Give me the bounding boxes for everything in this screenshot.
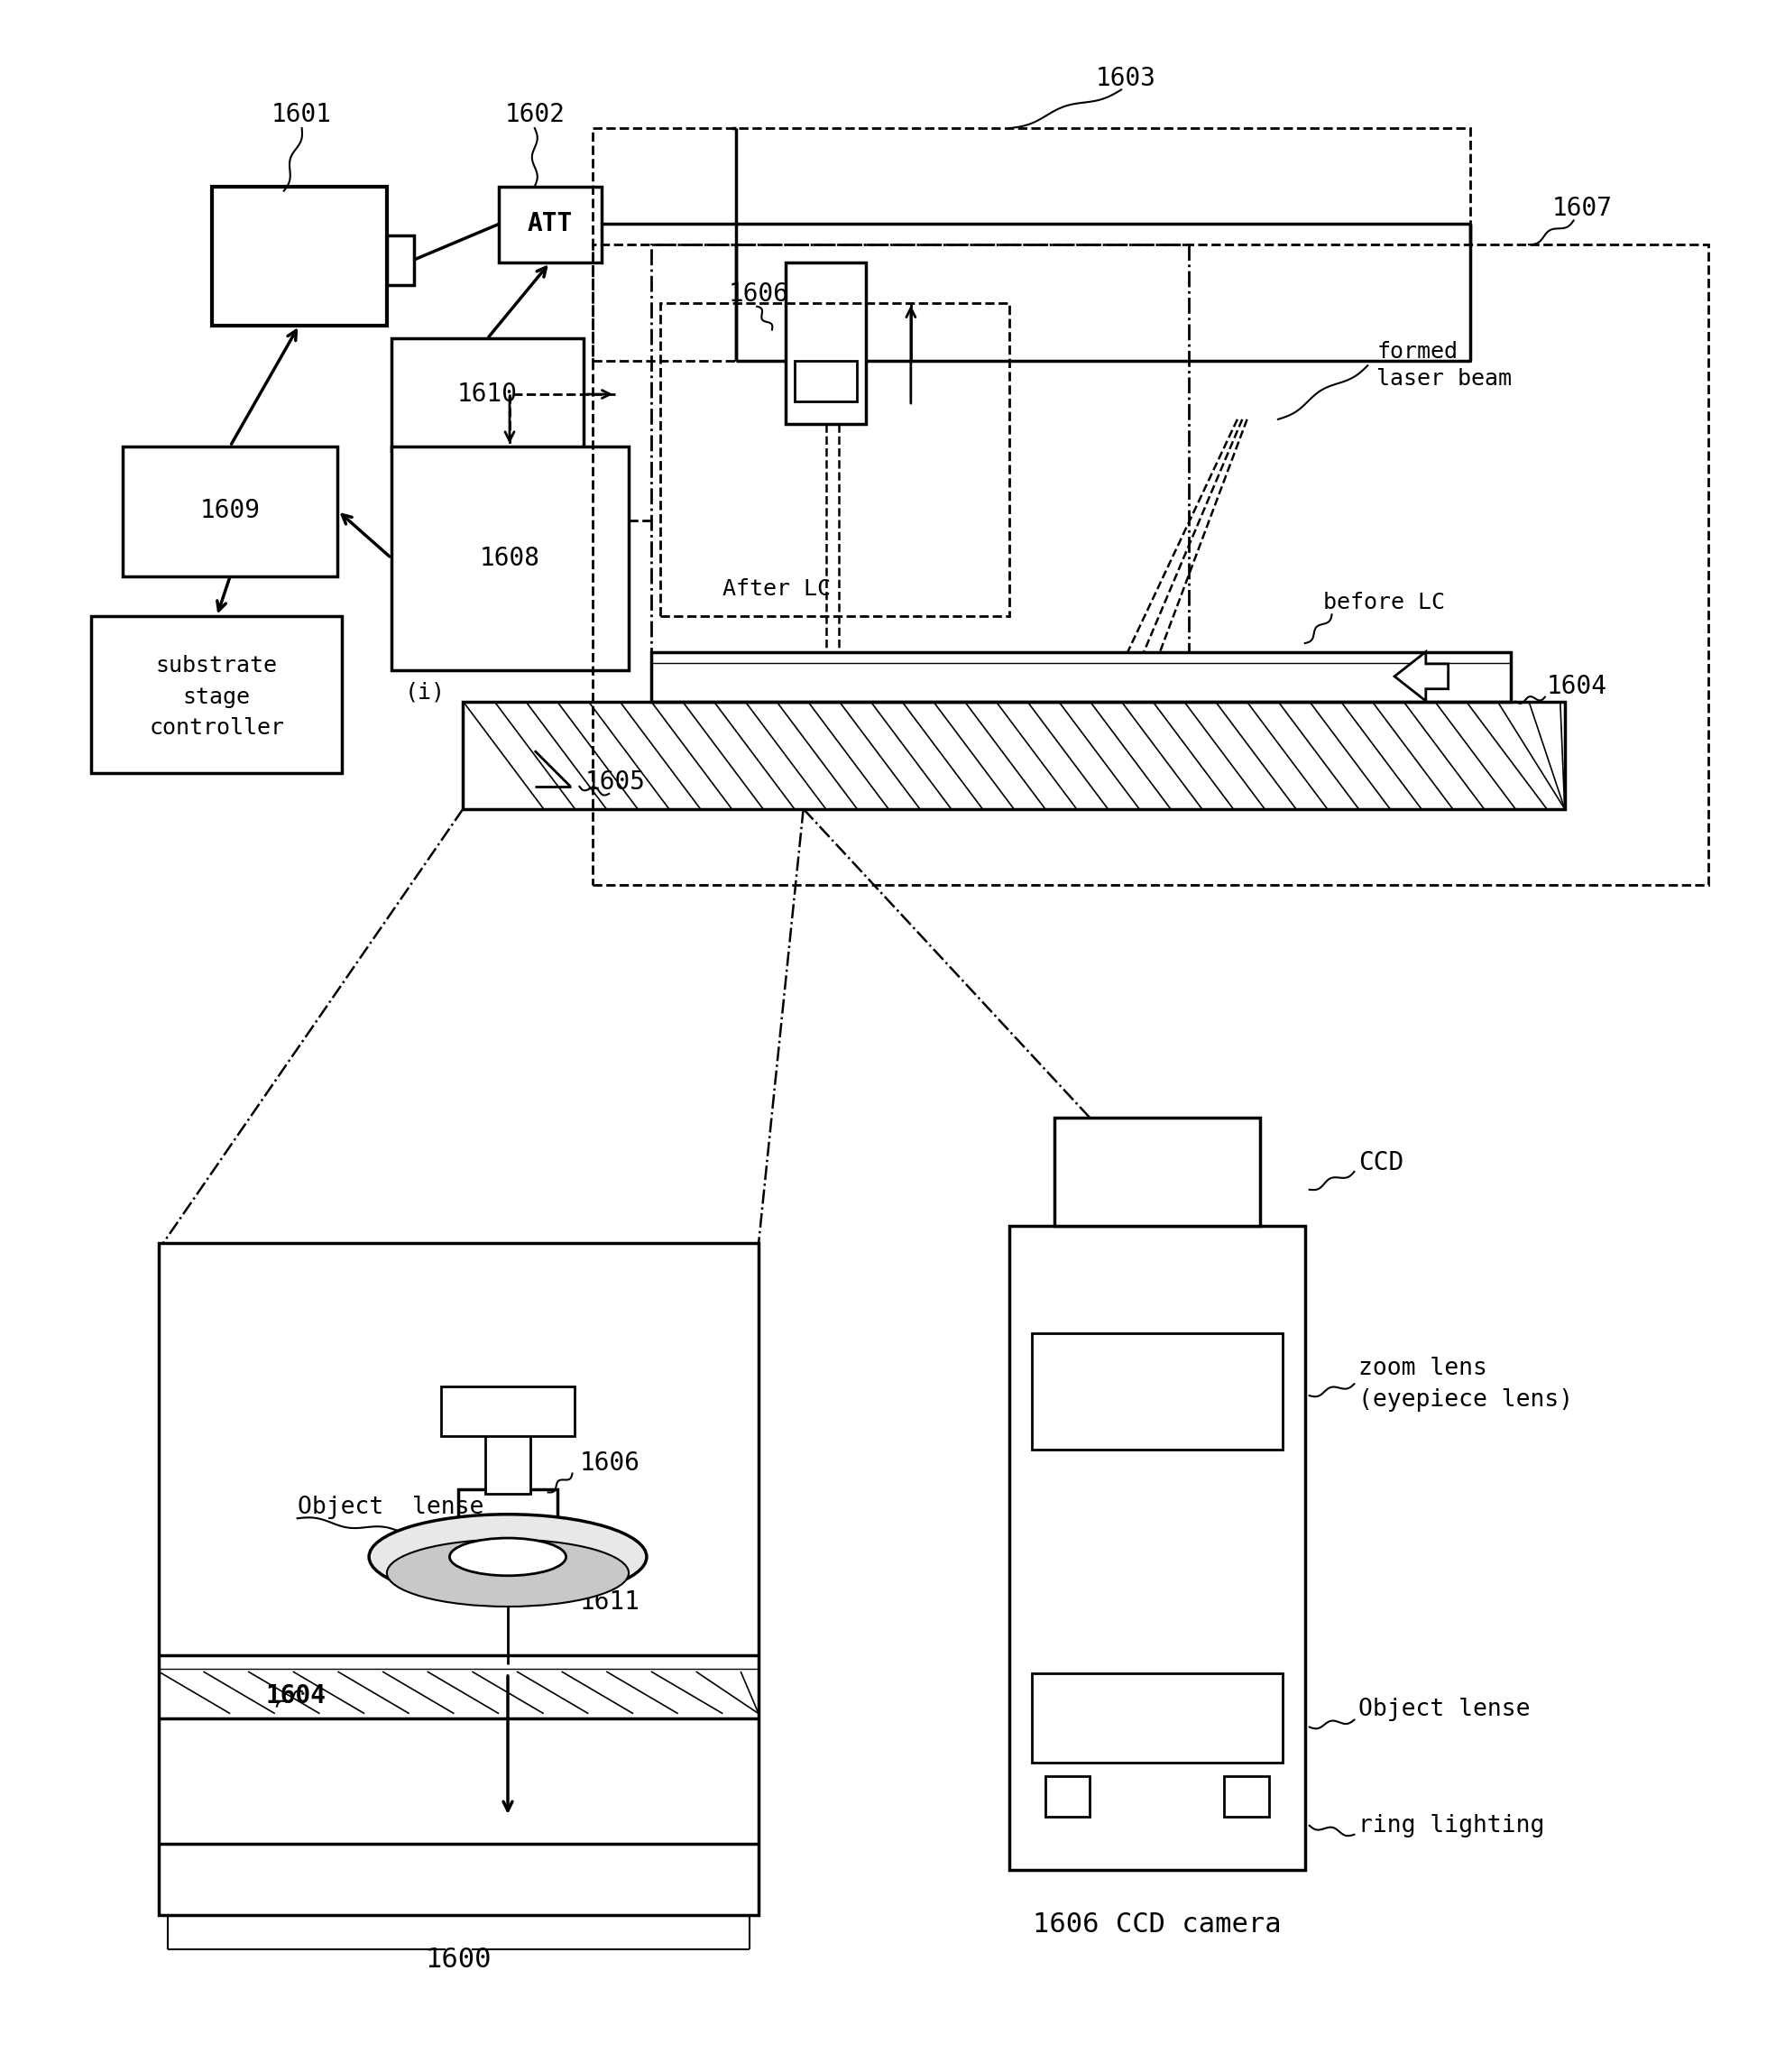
Text: 1607: 1607 bbox=[1553, 197, 1614, 222]
Text: 1600: 1600 bbox=[425, 1948, 491, 1973]
Text: laser beam: laser beam bbox=[1376, 369, 1512, 390]
Text: (i): (i) bbox=[405, 682, 446, 702]
Bar bbox=[391, 445, 628, 669]
Ellipse shape bbox=[450, 1537, 566, 1575]
Text: zoom lens: zoom lens bbox=[1358, 1357, 1487, 1380]
Text: stage: stage bbox=[182, 686, 250, 709]
Bar bbox=[486, 1432, 530, 1494]
Bar bbox=[498, 186, 602, 263]
Text: CCD: CCD bbox=[1358, 1150, 1405, 1175]
Text: 1608: 1608 bbox=[480, 545, 539, 570]
Ellipse shape bbox=[369, 1515, 646, 1600]
Bar bbox=[1046, 1776, 1091, 1817]
Text: 1605: 1605 bbox=[585, 769, 646, 796]
Text: 1604: 1604 bbox=[266, 1682, 327, 1707]
Bar bbox=[1032, 1332, 1283, 1450]
Bar bbox=[391, 338, 584, 450]
Text: 1606: 1606 bbox=[728, 282, 789, 307]
Bar bbox=[212, 186, 387, 325]
Text: 1601: 1601 bbox=[271, 102, 332, 126]
Bar bbox=[91, 615, 343, 773]
Text: substrate: substrate bbox=[155, 655, 278, 675]
Bar bbox=[1009, 1225, 1305, 1871]
Bar bbox=[1055, 1119, 1260, 1225]
Bar bbox=[462, 702, 1565, 808]
Bar bbox=[785, 263, 866, 425]
Text: 1611: 1611 bbox=[580, 1589, 639, 1614]
Text: before LC: before LC bbox=[1323, 593, 1444, 613]
Text: 1603: 1603 bbox=[1096, 66, 1157, 91]
Text: After LC: After LC bbox=[723, 578, 832, 601]
Text: 1604: 1604 bbox=[1548, 673, 1606, 698]
Text: 1609: 1609 bbox=[200, 497, 261, 524]
Bar bbox=[1032, 1674, 1283, 1763]
Bar bbox=[1225, 1776, 1269, 1817]
Text: 1610: 1610 bbox=[457, 381, 518, 406]
Bar bbox=[441, 1386, 575, 1436]
Text: 1606: 1606 bbox=[580, 1450, 639, 1475]
Text: formed: formed bbox=[1376, 342, 1458, 363]
Text: (eyepiece lens): (eyepiece lens) bbox=[1358, 1388, 1573, 1411]
Bar bbox=[593, 244, 1708, 885]
Bar bbox=[652, 244, 1189, 653]
Text: 1606 CCD camera: 1606 CCD camera bbox=[1034, 1910, 1282, 1937]
Bar bbox=[459, 1490, 557, 1552]
Text: Object lense: Object lense bbox=[1358, 1697, 1530, 1722]
Text: ring lighting: ring lighting bbox=[1358, 1813, 1544, 1838]
Bar bbox=[794, 361, 857, 402]
FancyArrow shape bbox=[1394, 653, 1448, 700]
Ellipse shape bbox=[387, 1539, 628, 1606]
Text: ATT: ATT bbox=[527, 211, 573, 236]
Bar bbox=[159, 1243, 759, 1915]
Bar bbox=[593, 128, 1471, 361]
Bar bbox=[123, 445, 337, 576]
Bar bbox=[652, 653, 1510, 702]
Text: controller: controller bbox=[150, 717, 284, 740]
Text: 1602: 1602 bbox=[505, 102, 564, 126]
Text: Object  lense: Object lense bbox=[298, 1496, 484, 1519]
Bar bbox=[660, 303, 1009, 615]
Bar bbox=[387, 236, 414, 286]
